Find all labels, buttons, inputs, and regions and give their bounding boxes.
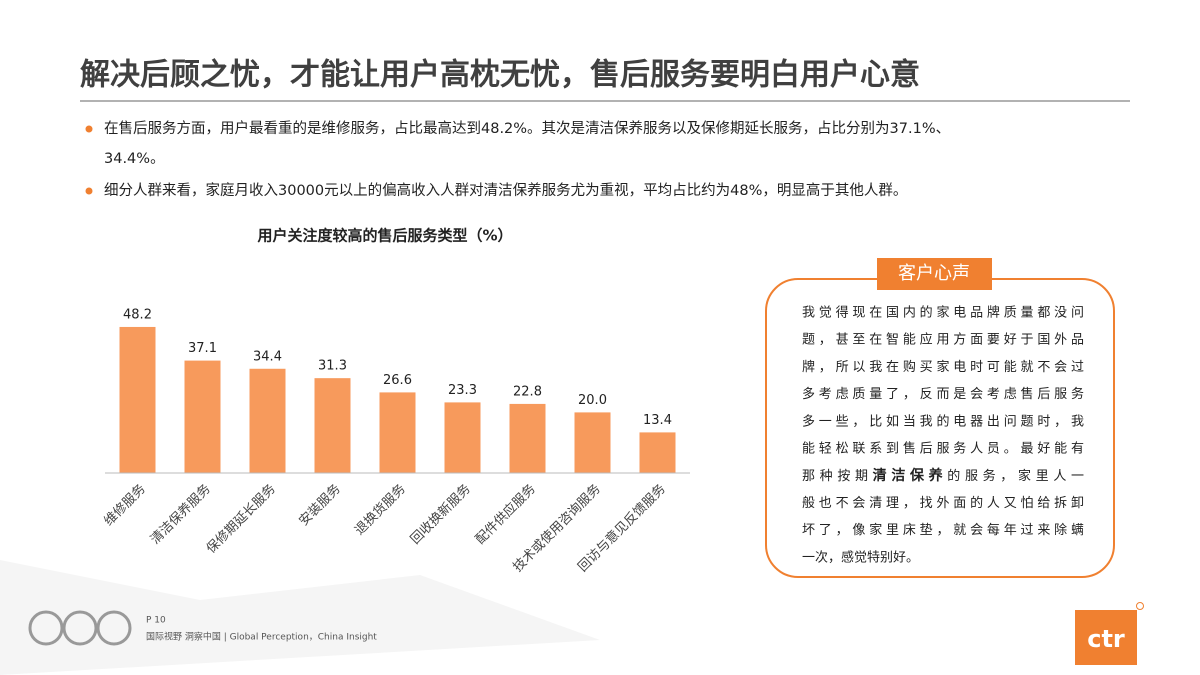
value-label: 26.6 bbox=[383, 373, 412, 388]
value-label: 34.4 bbox=[253, 349, 282, 364]
quote-badge-text: 客户心声 bbox=[898, 263, 970, 284]
quote-line: 般也不会清理，找外面的人又怕给拆卸 bbox=[802, 495, 1084, 511]
quote-line: 多考虑质量了，反而是会考虑售后服务 bbox=[802, 386, 1084, 402]
value-label: 13.4 bbox=[643, 413, 672, 428]
cert-icon bbox=[96, 610, 132, 646]
bar bbox=[639, 432, 676, 473]
quote-badge bbox=[877, 258, 992, 290]
bullet-dot bbox=[85, 125, 93, 133]
quote-line: 题，甚至在智能应用方面要好于国外品 bbox=[802, 332, 1084, 348]
logo-box bbox=[1075, 610, 1137, 665]
bar bbox=[509, 403, 546, 473]
bar bbox=[314, 378, 351, 473]
slide-title: 解决后顾之忧，才能让用户高枕无忧，售后服务要明白用户心意 bbox=[80, 58, 920, 93]
value-label: 37.1 bbox=[188, 341, 217, 356]
page-number: P 10 bbox=[146, 616, 166, 626]
quote-line: 牌，所以我在购买家电时可能就不会过 bbox=[802, 359, 1084, 375]
slogan: 国际视野 洞察中国 | Global Perception，China Insi… bbox=[146, 631, 377, 643]
logo-mark bbox=[1136, 602, 1144, 610]
quote-line: 能轻松联系到售后服务人员。最好能有 bbox=[802, 441, 1084, 457]
bullet-dot bbox=[85, 187, 93, 195]
cert-icon bbox=[28, 610, 64, 646]
chart-title: 用户关注度较高的售后服务类型（%） bbox=[257, 227, 512, 245]
quote-line: 多一些，比如当我的电器出问题时，我 bbox=[802, 413, 1084, 429]
logo-text: ctr bbox=[1087, 625, 1125, 653]
bar bbox=[119, 326, 156, 473]
value-label: 20.0 bbox=[578, 393, 607, 408]
decor bbox=[0, 560, 600, 675]
quote-line: 我觉得现在国内的家电品牌质量都没问 bbox=[802, 305, 1084, 321]
cert-icon bbox=[62, 610, 98, 646]
bullet-text: 34.4%。 bbox=[104, 151, 165, 167]
value-label: 31.3 bbox=[318, 359, 347, 374]
bar bbox=[249, 368, 286, 473]
quote-line: 坏了，像家里床垫，就会每年过来除螨 bbox=[802, 522, 1084, 538]
quote-line: 一次，感觉特别好。 bbox=[802, 549, 919, 565]
bar bbox=[574, 412, 611, 473]
bar bbox=[444, 402, 481, 473]
bullet-text: 细分人群来看，家庭月收入30000元以上的偏高收入人群对清洁保养服务尤为重视，平… bbox=[104, 182, 907, 199]
bar bbox=[184, 360, 221, 473]
bar bbox=[379, 392, 416, 473]
value-label: 23.3 bbox=[448, 383, 477, 398]
bullet-text: 在售后服务方面，用户最看重的是维修服务，占比最高达到48.2%。其次是清洁保养服… bbox=[104, 120, 950, 137]
value-label: 22.8 bbox=[513, 384, 542, 399]
cert-logos bbox=[28, 610, 132, 646]
value-label: 48.2 bbox=[123, 307, 152, 322]
